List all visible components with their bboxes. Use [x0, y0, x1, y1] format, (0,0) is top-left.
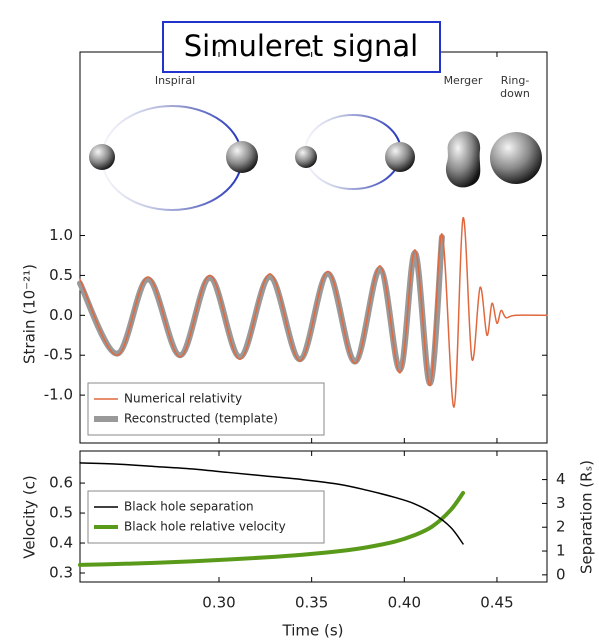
y-tick-label: 0.3 [49, 564, 73, 582]
series-line [79, 217, 548, 408]
annotation: Ring- down [500, 74, 530, 100]
y-tick-label: 0.0 [49, 306, 73, 324]
y2-tick-label: 4 [556, 470, 566, 488]
panel-frame [79, 450, 548, 583]
title-box [162, 21, 441, 73]
y-tick-label: 0.5 [49, 266, 73, 284]
series-line [79, 462, 464, 545]
y-tick-label: 0.6 [49, 474, 73, 492]
x-axis-label: Time (s) [282, 622, 344, 640]
y2-tick-label: 3 [556, 494, 566, 512]
y2-axis-label: Separation (Rₛ) [578, 460, 596, 574]
legend: Black hole separation Black hole relative… [87, 490, 325, 544]
y-tick-label: 0.4 [49, 534, 73, 552]
annotation: Merger [443, 74, 483, 87]
y-tick-label: -0.5 [44, 346, 73, 364]
y-axis-label: Strain (10⁻²¹) [21, 264, 39, 364]
y2-tick-label: 2 [556, 518, 566, 536]
y-tick-label: 0.5 [49, 504, 73, 522]
legend-label: Reconstructed (template) [124, 412, 278, 426]
x-tick-label: 0.30 [202, 594, 235, 612]
legend-label: Black hole separation [124, 500, 254, 514]
annotation: Inspiral [154, 74, 196, 87]
y-tick-label: -1.0 [44, 386, 73, 404]
chart-title: Simuleret signal [184, 29, 419, 63]
legend-label: Black hole relative velocity [124, 520, 286, 534]
y2-tick-label: 0 [556, 565, 566, 583]
legend-label: Numerical relativity [124, 392, 242, 406]
legend-box [87, 490, 325, 544]
y-axis-label: Velocity (c) [21, 475, 39, 559]
illustration [89, 105, 542, 211]
legend-box [87, 382, 325, 436]
x-tick-label: 0.40 [388, 594, 421, 612]
y2-tick-label: 1 [556, 542, 566, 560]
x-tick-label: 0.45 [480, 594, 513, 612]
series-line [78, 490, 466, 567]
legend: Numerical relativity Reconstructed (templ… [87, 382, 325, 436]
x-tick-label: 0.35 [295, 594, 328, 612]
y-tick-label: 1.0 [49, 226, 73, 244]
